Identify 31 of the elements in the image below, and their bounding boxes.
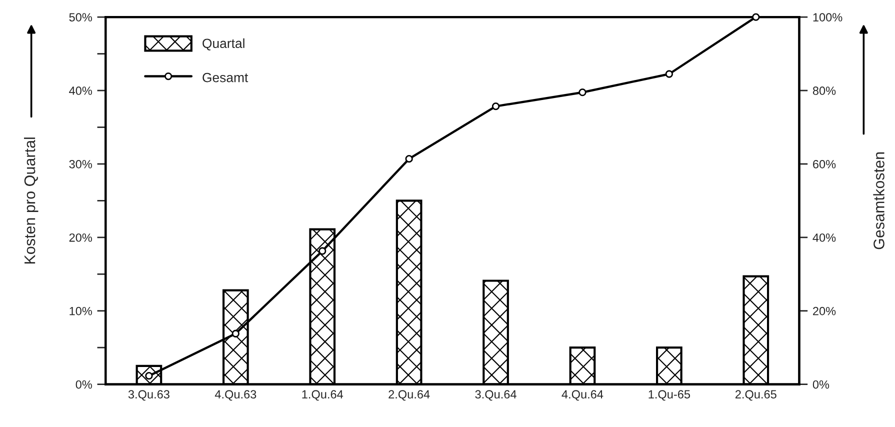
x-tick-label: 4.Qu.64 <box>562 390 604 401</box>
x-tick-label: 2.Qu.65 <box>735 390 776 401</box>
point <box>665 70 673 78</box>
point <box>492 102 500 110</box>
y-axis-title: Kosten pro Quartal <box>24 138 38 264</box>
y-tick-label: 20% <box>69 233 92 242</box>
x-tick-label: 3.Qu.64 <box>475 390 516 401</box>
x-tick-label: 3.Qu.63 <box>128 390 170 401</box>
y-tick-label: 30% <box>69 160 92 168</box>
y2-axis-title: Gesamtkosten <box>873 152 884 250</box>
y2-tick-label: 100% <box>813 13 842 22</box>
y2-tick-label: 60% <box>813 160 836 168</box>
x-tick-label: 1.Qu-65 <box>648 390 690 401</box>
x-tick-label: 1.Qu.64 <box>302 390 344 401</box>
point <box>232 330 240 338</box>
y-tick-label: 40% <box>69 86 92 95</box>
y2-tick-label: 20% <box>813 306 836 316</box>
y-tick-label: 0% <box>76 380 92 389</box>
y2-tick-label: 0% <box>812 380 830 389</box>
x-tick-label: 2.Qu.64 <box>388 390 430 401</box>
y-tick-label: 50% <box>69 13 92 22</box>
point <box>318 247 326 255</box>
point <box>578 88 586 96</box>
x-tick-label: 4.Qu.63 <box>214 390 256 401</box>
point <box>405 155 413 163</box>
legend-label: Quartal <box>202 38 244 50</box>
legend-label: Gesamt <box>202 72 248 82</box>
point <box>752 13 760 21</box>
y2-tick-label: 80% <box>812 86 836 95</box>
y2-tick-label: 40% <box>812 233 836 242</box>
y-tick-label: 10% <box>70 306 92 316</box>
